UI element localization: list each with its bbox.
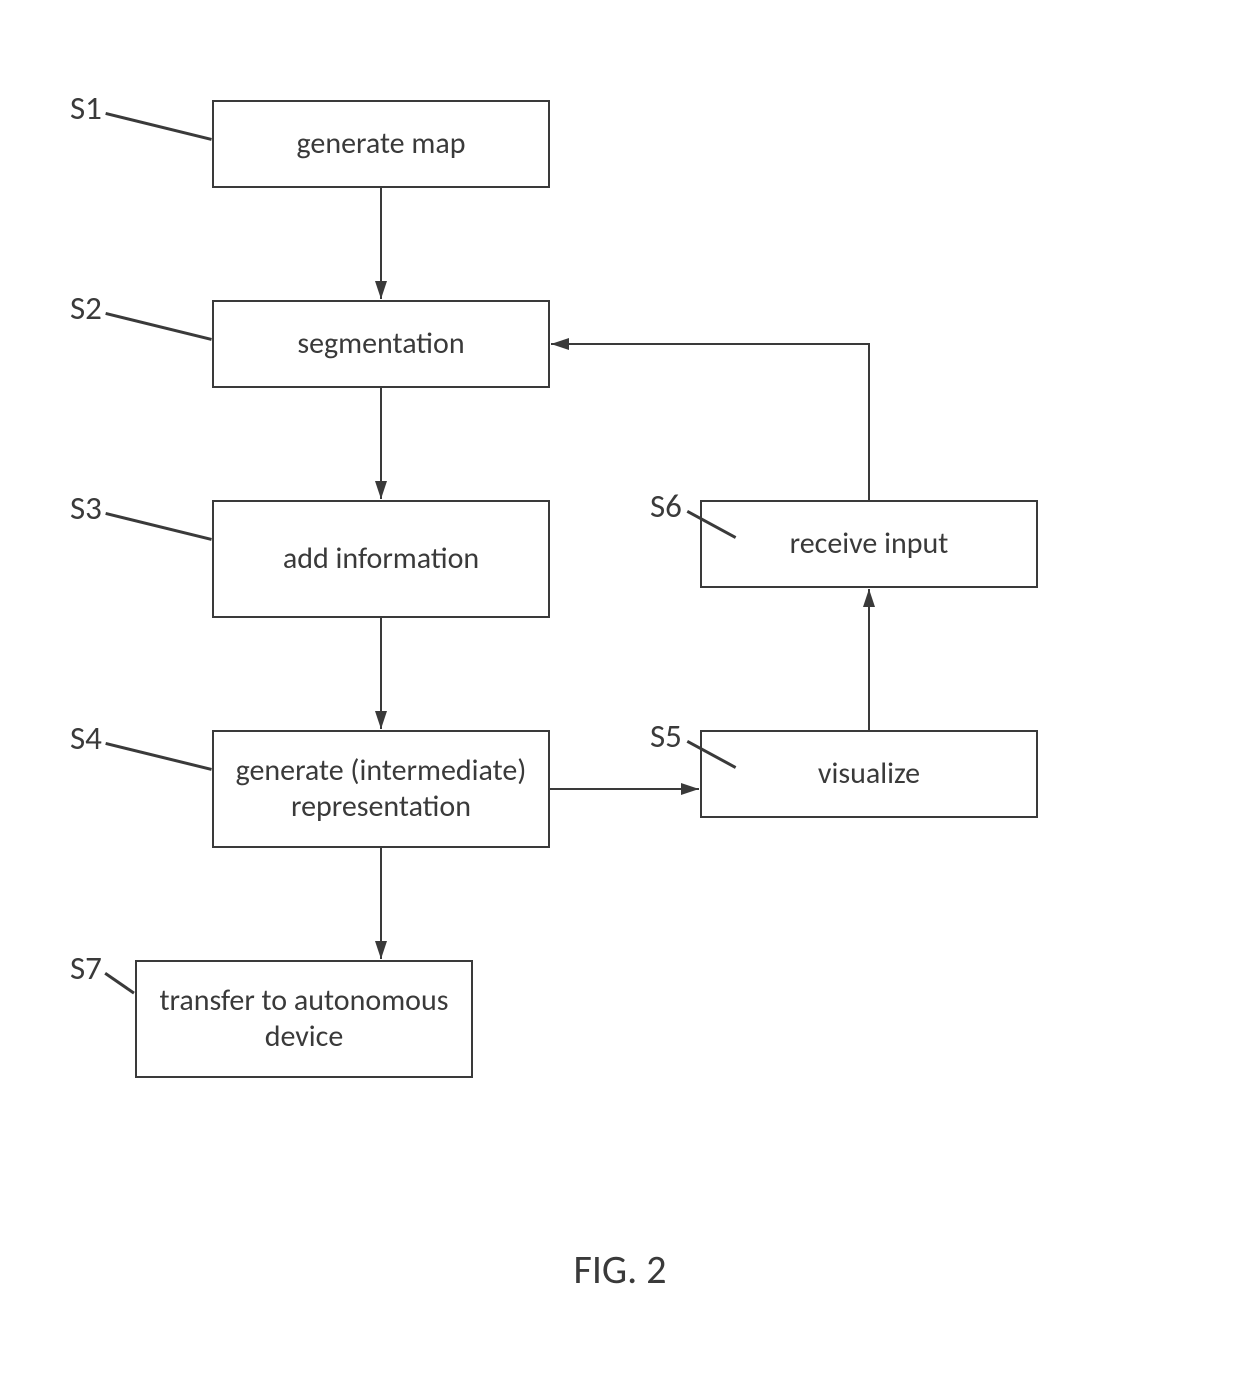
flow-node-label: transfer to autonomous device: [145, 983, 463, 1055]
flow-node-label: visualize: [818, 756, 920, 792]
step-label-s7: S7: [70, 948, 102, 988]
flow-node-s2: segmentation: [212, 300, 550, 388]
step-label-s6: S6: [650, 486, 682, 526]
flow-node-s5: visualize: [700, 730, 1038, 818]
flow-node-s4: generate (intermediate) representation: [212, 730, 550, 848]
flow-node-s7: transfer to autonomous device: [135, 960, 473, 1078]
flow-node-s1: generate map: [212, 100, 550, 188]
step-label-s5: S5: [650, 716, 682, 756]
step-label-s1: S1: [70, 88, 102, 128]
flow-node-label: receive input: [790, 526, 949, 562]
flow-node-label: segmentation: [297, 326, 464, 362]
step-label-tick: [105, 312, 212, 341]
flow-node-s6: receive input: [700, 500, 1038, 588]
step-label-tick: [105, 112, 212, 141]
flow-node-label: generate map: [297, 126, 466, 162]
flow-node-label: add information: [283, 541, 479, 577]
flow-node-s3: add information: [212, 500, 550, 618]
step-label-s2: S2: [70, 288, 102, 328]
figure-caption: FIG. 2: [0, 1245, 1240, 1294]
flowchart-canvas: generate map S1 segmentation S2 add informat…: [0, 0, 1240, 1374]
step-label-s3: S3: [70, 488, 102, 528]
step-label-tick: [104, 972, 135, 994]
edge-s6-to-s2: [551, 344, 869, 500]
step-label-s4: S4: [70, 718, 102, 758]
step-label-tick: [105, 742, 212, 771]
flow-node-label: generate (intermediate) representation: [222, 753, 540, 825]
step-label-tick: [105, 512, 212, 541]
edges-layer: [0, 0, 1240, 1374]
